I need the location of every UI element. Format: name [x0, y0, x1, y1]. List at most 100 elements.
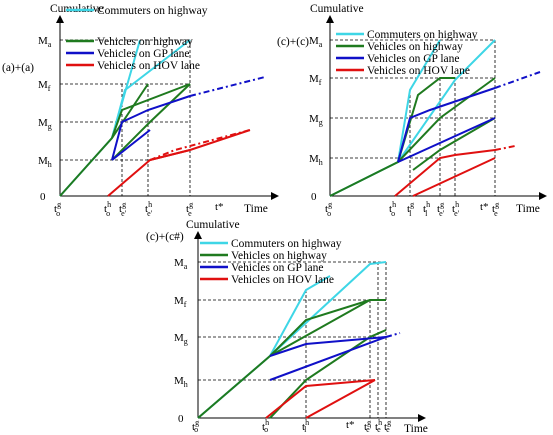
panel-c-title: (c)+(c#)	[146, 231, 184, 243]
svg-text:the: th e	[375, 418, 382, 434]
panel-b-gp-curve-dash	[494, 71, 541, 89]
panel-a-commuters-curve-2	[111, 39, 191, 139]
panel-b-hov-curve-2	[412, 157, 496, 197]
svg-text:Mh: Mh	[174, 375, 188, 389]
legend-b-gp: Vehicles on GP lane	[367, 53, 460, 65]
panel-a-mh: Mh	[38, 155, 52, 169]
svg-text:the': th e'	[452, 200, 460, 218]
panel-c-x-axis-label: Time	[404, 423, 428, 435]
panel-b-y-ticks: 0 Ma Mf Mg Mh	[309, 35, 323, 203]
panel-c: (c)+(c#) Cumulative Time	[146, 219, 428, 435]
svg-text:tho: th o	[389, 200, 396, 218]
panel-a-legend: Commuters on highway Vehicles on highway…	[66, 5, 208, 72]
panel-b-x-axis-label: Time	[516, 203, 540, 215]
svg-text:tho: th o	[262, 418, 269, 434]
svg-text:t*: t*	[480, 201, 489, 213]
panel-a-gp-curve-2	[111, 129, 151, 161]
svg-text:Mf: Mf	[174, 295, 187, 309]
panel-a-x-axis-label: Time	[244, 203, 268, 215]
panel-a-tstar: t*	[215, 201, 224, 213]
legend-c-hov: Vehicles on HOV lane	[231, 274, 334, 286]
panel-a-y-origin: 0	[40, 191, 46, 203]
svg-text:tge': tg e'	[364, 418, 372, 434]
panel-a: (a)+(a) Cumulative Time	[2, 3, 279, 218]
panel-a-vehicles-curve-3	[111, 83, 191, 161]
panel-a-gp-curve-dash	[189, 76, 266, 97]
panel-c-legend: Commuters on highway Vehicles on highway…	[200, 238, 342, 286]
svg-text:0: 0	[311, 191, 317, 203]
legend-b-commuters: Commuters on highway	[367, 29, 478, 41]
panel-c-hov-curve-2	[305, 379, 376, 419]
panel-c-gp-curve-2	[269, 336, 387, 381]
svg-text:tgl: tg l	[407, 200, 414, 218]
panel-a-mg: Mg	[38, 117, 52, 131]
svg-text:Ma: Ma	[174, 257, 188, 271]
panel-a-curves	[59, 39, 266, 197]
panel-b-gp-curve	[397, 87, 496, 163]
svg-text:Mh: Mh	[309, 153, 323, 167]
panel-b-hov-curve-dash	[494, 145, 516, 151]
panel-a-y-ticks: 0 Ma Mf Mg Mh	[38, 35, 52, 203]
panel-a-title: (a)+(a)	[2, 62, 34, 74]
svg-text:tgo: tg o	[192, 418, 199, 434]
panel-a-tog: tg o	[54, 200, 61, 218]
panel-b-title: (c)+(c)	[277, 36, 309, 48]
panel-a-gp-curve	[111, 95, 191, 161]
svg-text:Mg: Mg	[174, 332, 188, 346]
panel-a-hov-curve-2	[149, 129, 251, 161]
panel-c-vehicles-curve-2	[269, 299, 386, 357]
svg-text:Mg: Mg	[309, 113, 323, 127]
svg-text:tge: tg e	[384, 418, 391, 434]
svg-text:tge': tg e'	[437, 200, 445, 218]
legend-gp: Vehicles on GP lane	[97, 48, 190, 60]
panel-b-legend: Commuters on highway Vehicles on highway…	[336, 29, 478, 77]
svg-text:0: 0	[178, 413, 184, 425]
panel-a-te1: tg e'	[119, 200, 127, 218]
panel-b-vehicles-curve-3	[412, 117, 496, 171]
svg-text:thl: th l	[302, 418, 309, 434]
legend-c-gp: Vehicles on GP lane	[231, 262, 324, 274]
panel-b-gp-curve-2	[397, 117, 496, 163]
legend-c-vehicles: Vehicles on highway	[231, 250, 327, 262]
legend-vehicles: Vehicles on highway	[97, 36, 193, 48]
panel-c-hov-curve	[265, 379, 376, 419]
panel-b: (c)+(c) Cumulative Time	[277, 3, 547, 218]
panel-a-hov-curve	[107, 149, 191, 197]
panel-a-x-ticks: tg o th o tg e' th e' tg e t*	[54, 200, 224, 218]
panel-c-vehicles-curve	[197, 299, 371, 419]
svg-text:t*: t*	[346, 419, 355, 431]
panel-a-te3: tg e	[186, 200, 193, 218]
legend-c-commuters: Commuters on highway	[231, 238, 342, 250]
panel-b-curves	[329, 39, 541, 197]
panel-c-y-axis-label: Cumulative	[186, 219, 240, 231]
panel-c-guides	[198, 261, 387, 418]
panel-c-y-ticks: 0 Ma Mf Mg Mh	[174, 257, 188, 425]
panel-a-vehicles-curve-2	[111, 83, 191, 139]
panel-c-curves	[197, 261, 401, 419]
legend-b-vehicles: Vehicles on highway	[367, 41, 463, 53]
panel-b-hov-curve	[394, 149, 496, 197]
svg-text:Ma: Ma	[309, 35, 323, 49]
panel-c-vehicles-curve-3	[269, 329, 387, 419]
svg-text:Mf: Mf	[309, 73, 322, 87]
panel-b-vehicles-curve-2	[397, 77, 496, 163]
svg-text:thl: th l	[423, 200, 430, 218]
panel-a-te2: th e'	[145, 200, 153, 218]
panel-a-ma: Ma	[38, 35, 52, 49]
legend-b-hov: Vehicles on HOV lane	[367, 65, 470, 77]
panel-a-toh: th o	[104, 200, 111, 218]
panel-b-y-axis-label: Cumulative	[310, 3, 364, 15]
panel-c-gp-curve	[269, 336, 387, 357]
legend-hov: Vehicles on HOV lane	[97, 60, 200, 72]
svg-text:tge: tg e	[492, 200, 499, 218]
panel-a-mf: Mf	[38, 79, 51, 93]
legend-commuters: Commuters on highway	[97, 5, 208, 17]
panel-b-vehicles-curve	[329, 77, 455, 197]
panel-c-commuters-curve-2	[269, 261, 387, 357]
svg-text:tgo: tg o	[325, 200, 332, 218]
panel-b-x-ticks: tg o th o tg l th l tg e' th e' t* tg e	[325, 200, 499, 218]
panel-b-commuters-curve-2	[397, 39, 496, 163]
panel-a-vehicles-curve	[59, 83, 149, 197]
panel-c-x-ticks: tg o th o th l t* tg e' th e tg e	[192, 418, 391, 434]
